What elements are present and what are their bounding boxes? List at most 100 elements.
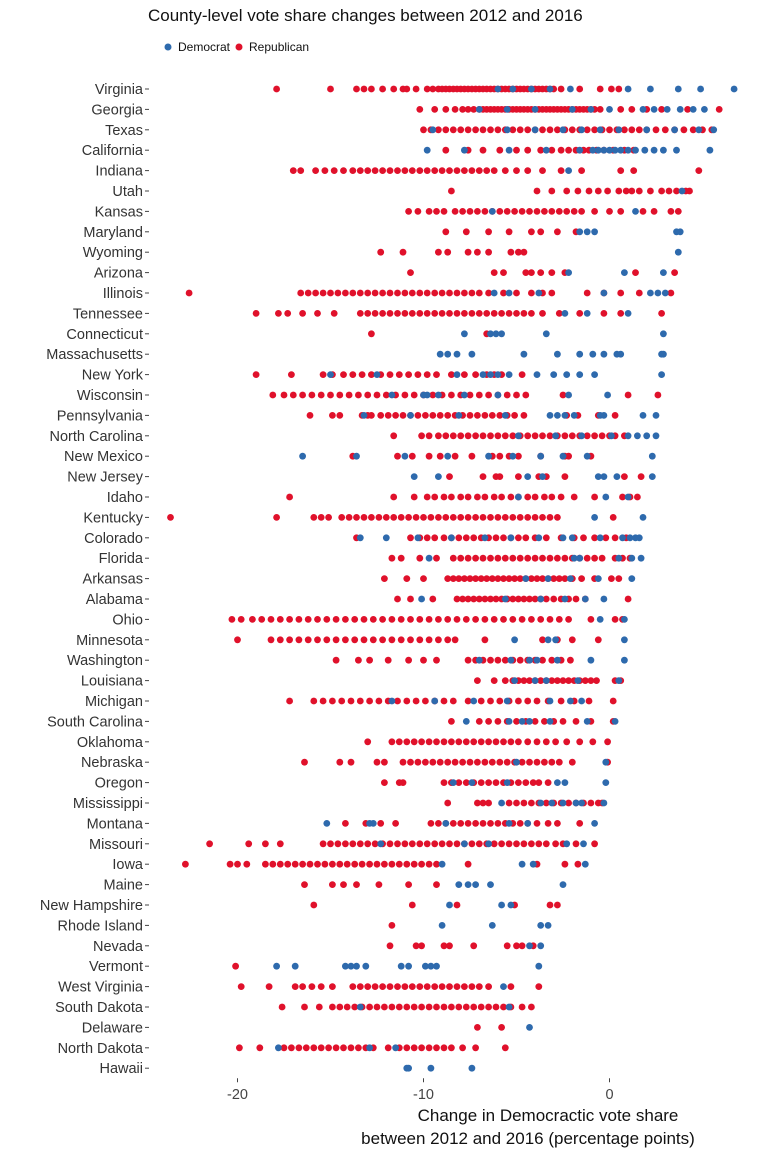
republican-county-point — [381, 860, 388, 868]
republican-county-point — [457, 554, 465, 562]
republican-county-point — [472, 616, 479, 623]
republican-county-point — [554, 126, 561, 134]
democrat-county-point — [455, 412, 463, 419]
y-tick-label: Vermont — [89, 959, 143, 975]
democrat-county-point — [503, 779, 511, 786]
republican-county-point — [511, 412, 518, 419]
republican-county-point — [468, 289, 476, 297]
republican-county-point — [405, 656, 412, 664]
republican-county-point — [425, 860, 433, 868]
democrat-county-point — [425, 554, 433, 562]
republican-county-point — [596, 106, 604, 113]
democrat-county-point — [369, 820, 377, 827]
democrat-county-point — [632, 146, 639, 154]
republican-county-point — [583, 289, 591, 297]
democrat-county-point — [422, 962, 429, 970]
republican-points — [167, 85, 723, 1052]
republican-county-point — [379, 167, 386, 175]
republican-county-point — [539, 514, 546, 521]
republican-county-point — [470, 595, 478, 603]
republican-county-point — [342, 840, 349, 848]
republican-county-point — [448, 391, 455, 399]
republican-county-point — [377, 412, 385, 419]
democrat-county-point — [446, 901, 453, 909]
democrat-county-point — [647, 289, 654, 297]
republican-county-point — [507, 983, 515, 990]
republican-county-point — [526, 595, 533, 603]
republican-county-point — [555, 208, 563, 215]
republican-county-point — [485, 1003, 492, 1011]
republican-county-point — [516, 554, 524, 562]
republican-county-point — [273, 85, 280, 93]
republican-county-point — [295, 636, 303, 644]
republican-county-point — [477, 1003, 485, 1011]
democrat-county-point — [356, 534, 364, 542]
republican-county-point — [635, 289, 643, 297]
republican-county-point — [583, 126, 591, 134]
republican-county-point — [457, 514, 465, 521]
republican-county-point — [542, 738, 550, 746]
republican-county-point — [436, 412, 444, 419]
republican-county-point — [518, 616, 526, 623]
republican-county-point — [444, 616, 452, 623]
republican-county-point — [513, 799, 520, 807]
democrat-county-point — [490, 289, 498, 297]
republican-county-point — [524, 514, 532, 521]
democrat-county-point — [444, 350, 452, 358]
democrat-county-point — [643, 126, 651, 134]
republican-county-point — [407, 269, 414, 276]
republican-county-point — [475, 595, 483, 603]
republican-county-point — [394, 289, 401, 297]
republican-county-point — [531, 493, 539, 501]
democrat-county-point — [488, 208, 496, 215]
y-tick-label: New Mexico — [64, 449, 143, 465]
republican-county-point — [563, 738, 571, 746]
republican-county-point — [457, 432, 465, 440]
republican-county-point — [490, 616, 498, 623]
democrat-county-point — [621, 269, 628, 276]
y-tick-label: Idaho — [107, 490, 143, 506]
republican-county-point — [345, 514, 353, 521]
republican-county-point — [496, 758, 504, 766]
republican-county-point — [634, 493, 641, 501]
republican-county-point — [481, 595, 489, 603]
democrat-county-point — [448, 534, 455, 542]
democrat-county-point — [323, 820, 331, 827]
republican-county-point — [611, 616, 619, 623]
democrat-county-point — [533, 371, 541, 378]
democrat-county-point — [501, 412, 509, 419]
republican-county-point — [295, 616, 303, 623]
republican-county-point — [572, 718, 580, 725]
democrat-county-point — [347, 962, 355, 970]
democrat-county-point — [392, 1044, 399, 1052]
republican-county-point — [671, 269, 678, 276]
y-tick-label: Colorado — [84, 531, 143, 547]
republican-county-point — [418, 738, 425, 746]
democrat-county-point — [563, 840, 571, 848]
republican-county-point — [515, 595, 522, 603]
republican-county-point — [325, 514, 332, 521]
republican-county-point — [405, 514, 412, 521]
republican-county-point — [408, 452, 416, 460]
republican-county-point — [477, 738, 485, 746]
republican-county-point — [349, 289, 357, 297]
democrat-county-point — [552, 432, 559, 440]
republican-county-point — [479, 432, 487, 440]
democrat-county-point — [654, 289, 662, 297]
republican-county-point — [483, 575, 491, 582]
republican-county-point — [474, 758, 481, 766]
republican-county-point — [533, 208, 541, 215]
republican-county-point — [485, 983, 492, 990]
republican-county-point — [379, 310, 386, 317]
republican-county-point — [561, 860, 569, 868]
democrat-county-point — [511, 677, 518, 684]
democrat-county-point — [537, 595, 545, 603]
republican-county-point — [539, 432, 546, 440]
democrat-county-point — [606, 106, 613, 113]
republican-county-point — [485, 718, 492, 725]
republican-county-point — [423, 534, 431, 542]
x-tick-label: 0 — [605, 1087, 613, 1103]
republican-county-point — [533, 187, 541, 195]
republican-county-point — [459, 595, 466, 603]
republican-county-point — [343, 860, 351, 868]
